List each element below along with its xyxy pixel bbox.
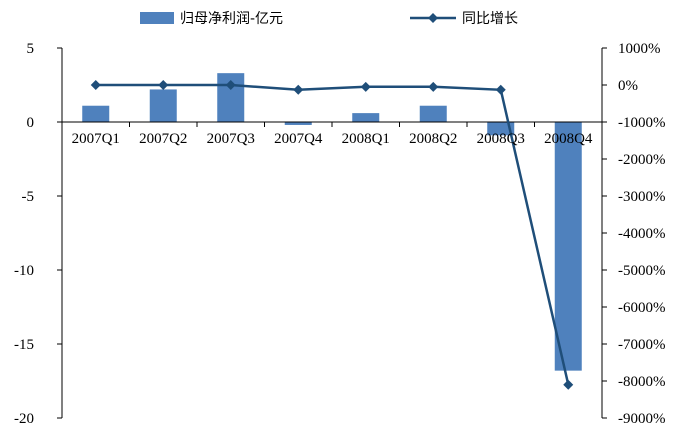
line-point-2008Q4	[563, 379, 574, 390]
category-label: 2008Q2	[409, 131, 457, 147]
left-tick-label: -15	[14, 337, 34, 353]
right-tick-label: -8000%	[618, 374, 666, 390]
category-label: 2007Q2	[139, 131, 187, 147]
bar-2008Q3	[487, 122, 515, 136]
right-tick-label: -4000%	[618, 226, 666, 242]
legend-label-bar: 归母净利润-亿元	[180, 11, 284, 27]
line-point-2008Q2	[428, 81, 439, 92]
bar-2008Q2	[419, 105, 447, 122]
legend-item-bar: 归母净利润-亿元	[140, 6, 283, 30]
left-tick-label: -20	[14, 411, 34, 427]
right-tick-label: -5000%	[618, 263, 666, 279]
yoy-growth-line	[95, 83, 570, 385]
right-tick-label: -2000%	[618, 152, 666, 168]
category-label: 2008Q4	[544, 131, 593, 147]
right-tick-label: 1000%	[618, 41, 661, 57]
legend-item-line: 同比增长	[410, 6, 518, 30]
left-tick-label: -5	[22, 189, 35, 205]
bar-2007Q2	[149, 89, 177, 122]
category-label: 2007Q1	[72, 131, 120, 147]
line-point-2007Q2	[158, 80, 169, 90]
line-point-2007Q4	[293, 84, 304, 95]
left-tick-label: 5	[27, 41, 35, 57]
right-tick-label: 0%	[618, 78, 638, 94]
bar-2007Q4	[284, 122, 312, 125]
right-tick-label: -6000%	[618, 300, 666, 316]
category-label: 2007Q3	[207, 131, 255, 147]
right-tick-label: -1000%	[618, 115, 666, 131]
left-tick-label: 0	[27, 115, 35, 131]
bar-2007Q1	[82, 105, 110, 122]
legend-line-swatch	[410, 13, 456, 23]
right-tick-label: -9000%	[618, 411, 666, 427]
line-point-2007Q1	[90, 80, 101, 90]
right-tick-label: -7000%	[618, 337, 666, 353]
line-point-2008Q3	[495, 84, 506, 95]
category-label: 2007Q4	[274, 131, 323, 147]
bar-2008Q1	[352, 113, 380, 122]
line-point-2008Q1	[360, 81, 371, 92]
left-tick-label: -10	[14, 263, 34, 279]
line-point-2007Q3	[225, 80, 236, 90]
category-label: 2008Q1	[342, 131, 390, 147]
category-label: 2008Q3	[477, 131, 525, 147]
legend-label-line: 同比增长	[462, 11, 518, 27]
bar-2008Q4	[554, 122, 582, 371]
legend: 归母净利润-亿元 同比增长	[0, 6, 683, 30]
legend-bar-swatch	[140, 12, 174, 24]
right-tick-label: -3000%	[618, 189, 666, 205]
